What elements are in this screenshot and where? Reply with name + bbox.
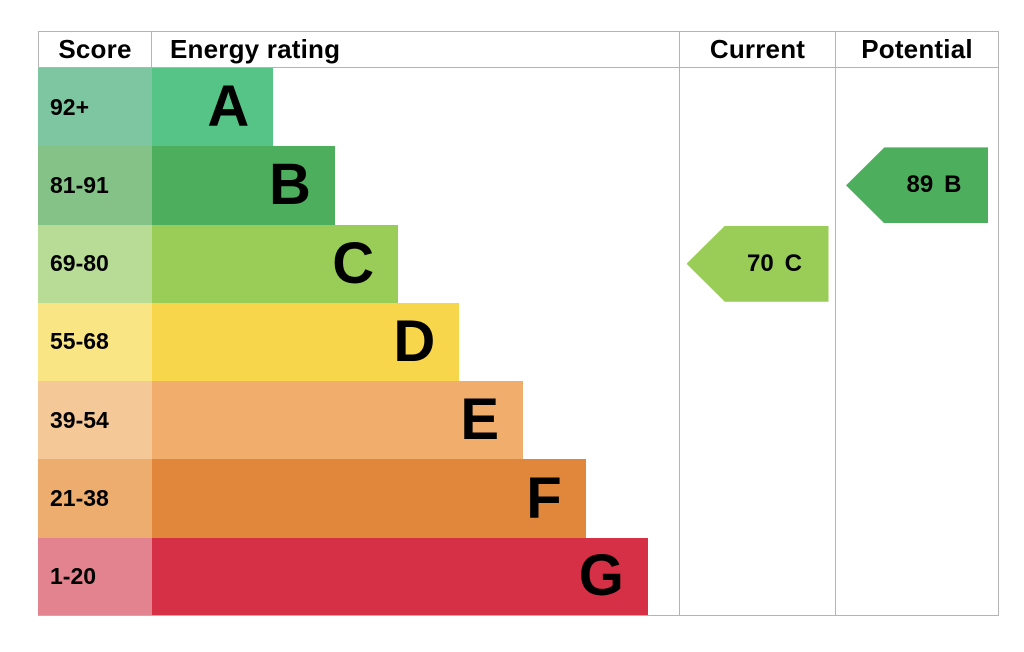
score-cell-f: 21-38 bbox=[38, 459, 152, 538]
rating-letter-c: C bbox=[332, 230, 375, 296]
current-cell-b bbox=[679, 146, 835, 225]
score-cell-e: 39-54 bbox=[38, 381, 152, 460]
rating-letter-g: G bbox=[578, 543, 624, 609]
energy-cell-c: C bbox=[152, 224, 679, 303]
potential-cell-b: 89 B bbox=[835, 146, 999, 225]
score-cell-g: 1-20 bbox=[38, 537, 152, 616]
score-cell-a: 92+ bbox=[38, 68, 152, 147]
potential-cell-c bbox=[835, 224, 999, 303]
potential-cell-g bbox=[835, 537, 999, 616]
current-rating-arrow: 70 C bbox=[686, 225, 829, 302]
potential-rating-arrow: 89 B bbox=[846, 147, 988, 224]
rating-letter-f: F bbox=[526, 465, 562, 531]
rating-letter-e: E bbox=[460, 387, 499, 453]
potential-grade: B bbox=[944, 171, 962, 199]
score-cell-c: 69-80 bbox=[38, 224, 152, 303]
score-cell-b: 81-91 bbox=[38, 146, 152, 225]
rating-bar-c: C bbox=[152, 224, 399, 303]
rating-bar-f: F bbox=[152, 459, 586, 538]
energy-rating-header: Energy rating bbox=[152, 31, 679, 68]
rating-bar-d: D bbox=[152, 302, 460, 382]
potential-score: 89 bbox=[906, 171, 934, 199]
potential-column-header: Potential bbox=[835, 31, 999, 68]
energy-cell-d: D bbox=[152, 302, 679, 382]
energy-cell-g: G bbox=[152, 537, 679, 616]
energy-cell-f: F bbox=[152, 459, 679, 538]
potential-cell-f bbox=[835, 459, 999, 538]
rating-letter-a: A bbox=[207, 74, 250, 140]
rating-bar-g: G bbox=[152, 537, 648, 615]
current-cell-a bbox=[679, 68, 835, 147]
current-cell-c: 70 C bbox=[679, 224, 835, 303]
potential-cell-a bbox=[835, 68, 999, 147]
current-cell-e bbox=[679, 381, 835, 460]
current-cell-f bbox=[679, 459, 835, 538]
score-cell-d: 55-68 bbox=[38, 302, 152, 382]
current-cell-d bbox=[679, 302, 835, 382]
potential-cell-d bbox=[835, 302, 999, 382]
rating-bar-b: B bbox=[152, 146, 335, 225]
energy-cell-b: B bbox=[152, 146, 679, 225]
rating-bar-e: E bbox=[152, 381, 523, 460]
current-column-header: Current bbox=[679, 31, 835, 68]
epc-rating-chart: Score Energy rating Current Potential 92… bbox=[38, 31, 999, 616]
rating-letter-b: B bbox=[268, 152, 311, 218]
potential-cell-e bbox=[835, 381, 999, 460]
energy-cell-e: E bbox=[152, 381, 679, 460]
current-cell-g bbox=[679, 537, 835, 616]
rating-bar-a: A bbox=[152, 68, 274, 147]
energy-cell-a: A bbox=[152, 68, 679, 147]
score-column-header: Score bbox=[38, 31, 152, 68]
current-score: 70 bbox=[746, 249, 774, 277]
rating-letter-d: D bbox=[393, 308, 436, 374]
current-grade: C bbox=[784, 249, 803, 277]
